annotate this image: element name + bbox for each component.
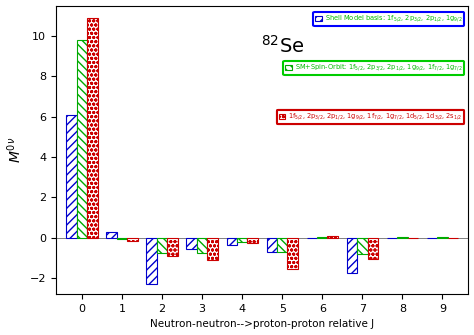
Bar [127,238,137,241]
X-axis label: Neutron-neutron-->proton-proton relative J: Neutron-neutron-->proton-proton relative… [150,320,374,329]
Bar [77,40,87,238]
Bar [266,238,277,252]
Bar [437,237,447,238]
Bar [277,238,287,252]
Bar [328,236,338,238]
Bar [186,238,197,249]
Legend: 1f$_{5/2}$, 2p$_{3/2}$, 2p$_{1/2}$, 1g$_{9/2}$, 1f$_{7/2}$, 1g$_{7/2}$, 1d$_{5/2: 1f$_{5/2}$, 2p$_{3/2}$, 2p$_{1/2}$, 1g$_… [277,110,465,124]
Bar [367,238,378,259]
Bar [397,237,408,238]
Bar [66,115,77,238]
Bar [287,238,298,269]
Bar [227,238,237,245]
Text: $^{82}$Se: $^{82}$Se [261,35,305,56]
Bar [447,238,458,239]
Bar [357,238,367,254]
Bar [237,238,247,242]
Bar [317,237,328,238]
Bar [167,238,178,256]
Bar [157,238,167,253]
Bar [87,18,98,238]
Bar [146,238,157,284]
Bar [106,232,117,238]
Bar [207,238,218,260]
Y-axis label: $M^{0\nu}$: $M^{0\nu}$ [6,137,24,163]
Bar [117,238,127,239]
Bar [408,238,418,239]
Bar [247,238,258,243]
Bar [346,238,357,273]
Bar [197,238,207,253]
